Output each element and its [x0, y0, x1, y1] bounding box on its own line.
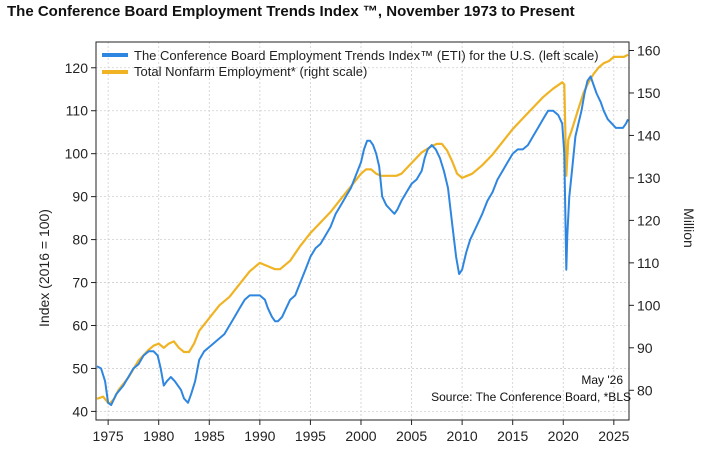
x-axis-ticks: 1975 1980 1985 1990 1995 2000 2005 2010 2015 2020… [93, 420, 630, 444]
tick-label-right: 140 [637, 127, 661, 143]
tick-label-left: 80 [72, 232, 88, 248]
tick-label-right: 80 [637, 382, 653, 398]
tick-label-x: 2025 [598, 428, 629, 444]
legend: The Conference Board Employment Trends I… [102, 48, 599, 79]
tick-label-x: 1985 [194, 428, 225, 444]
left-axis-ticks: 40 50 60 70 80 90 100 110 120 [65, 60, 96, 419]
source-note: Source: The Conference Board, *BLS [431, 390, 631, 404]
tick-label-right: 100 [637, 297, 661, 313]
chart-panel: 40 50 60 70 80 90 100 110 120 80 90 100 110 120 130 14… [34, 38, 707, 458]
tick-label-left: 50 [72, 360, 88, 376]
series-line-eti [96, 75, 629, 406]
tick-label-left: 60 [72, 318, 88, 334]
tick-label-right: 110 [637, 255, 660, 271]
tick-label-left: 40 [72, 403, 88, 419]
tick-label-right: 120 [637, 212, 661, 228]
gridlines [96, 42, 629, 420]
tick-label-right: 150 [637, 85, 661, 101]
tick-label-right: 160 [637, 42, 661, 58]
tick-label-x: 1995 [295, 428, 326, 444]
tick-label-x: 2000 [345, 428, 376, 444]
tick-label-left: 120 [65, 60, 89, 76]
tick-label-left: 110 [66, 103, 89, 119]
page-title: The Conference Board Employment Trends I… [7, 3, 575, 20]
legend-label-eti: The Conference Board Employment Trends I… [134, 48, 599, 63]
right-axis-ticks: 80 90 100 110 120 130 140 150 160 [629, 42, 661, 398]
tick-label-x: 2005 [396, 428, 427, 444]
tick-label-left: 90 [72, 189, 88, 205]
tick-label-left: 100 [65, 146, 89, 162]
series-line-nonfarm [96, 53, 629, 405]
tick-label-left: 70 [72, 275, 88, 291]
legend-label-nonfarm: Total Nonfarm Employment* (right scale) [134, 64, 367, 79]
tick-label-x: 1980 [143, 428, 174, 444]
tick-label-right: 90 [637, 340, 653, 356]
tick-label-x: 2020 [548, 428, 579, 444]
plot-frame [95, 41, 630, 421]
tick-label-x: 1975 [93, 428, 124, 444]
chart: 40 50 60 70 80 90 100 110 120 80 90 100 110 120 130 14… [36, 41, 697, 444]
annotation-date: May '26 [581, 373, 623, 387]
tick-label-right: 130 [637, 170, 661, 186]
tick-label-x: 1990 [244, 428, 275, 444]
tick-label-x: 2015 [497, 428, 528, 444]
y-axis-right-label: Million [681, 208, 697, 248]
tick-label-x: 2010 [447, 428, 478, 444]
y-axis-left-label: Index (2016 = 100) [36, 209, 52, 327]
